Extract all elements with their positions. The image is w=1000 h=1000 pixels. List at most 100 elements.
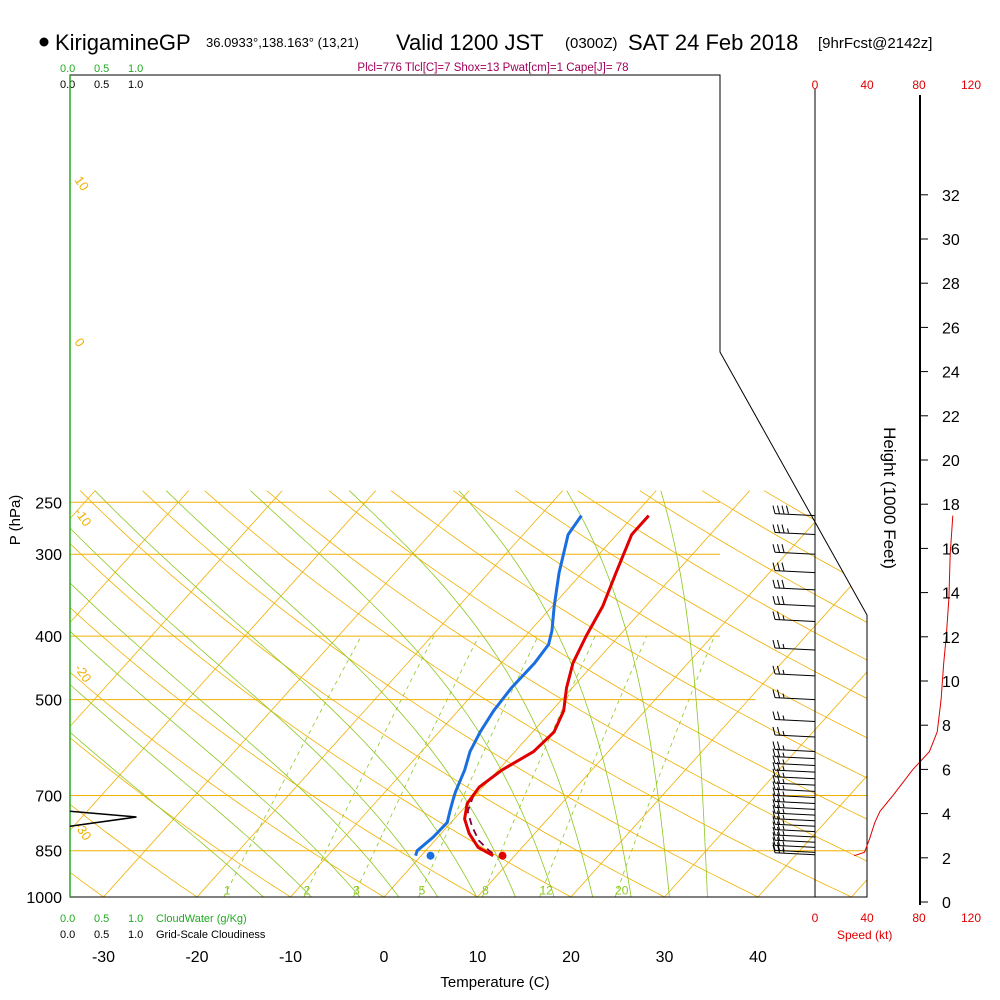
wind-barb: [772, 804, 816, 816]
wind-barb: [772, 816, 816, 827]
wind-barb: [772, 579, 816, 591]
svg-text:0.5: 0.5: [94, 63, 109, 75]
wind-barb: [772, 844, 816, 856]
dry-adiabat-line: [266, 490, 867, 897]
isotherm-line: [277, 490, 657, 897]
sounding-profiles: [414, 514, 650, 860]
theta-e-label: 10: [739, 366, 766, 393]
y-axis-title: P (hPa): [7, 495, 24, 546]
moist-adiabat-line: [94, 490, 485, 897]
wind-barb: [772, 762, 816, 773]
temperature-tick-label: 30: [656, 949, 674, 966]
speed-tick-label-bottom: 120: [961, 911, 981, 925]
pressure-tick-label: 400: [35, 629, 62, 646]
height-tick-label: 4: [942, 807, 951, 824]
dry-adiabat-line: [390, 490, 867, 897]
cloudiness-line: [69, 810, 137, 828]
cloud-water-label: CloudWater (g/Kg): [156, 913, 247, 925]
moist-adiabat-line: [250, 490, 559, 897]
wind-barb: [772, 639, 816, 651]
moist-adiabat-line: [70, 490, 410, 897]
mixing-ratio-label: 1: [224, 884, 231, 898]
wind-barb: [772, 787, 816, 798]
wind-speed-line: [853, 515, 954, 857]
wind-barb: [772, 832, 816, 843]
height-tick-label: 22: [942, 409, 960, 426]
cloud-scale-top-black: 0.0 0.5 1.0: [60, 79, 143, 91]
zulu-time: (0300Z): [565, 35, 618, 52]
theta-label: -10: [72, 505, 95, 529]
stability-indices: Plcl=776 Tlcl[C]=7 Shox=13 Pwat[cm]=1 Ca…: [357, 62, 628, 74]
forecast-info: [9hrFcst@2142z]: [818, 35, 932, 52]
dry-adiabat-line: [515, 490, 867, 897]
station-marker-icon: [39, 37, 49, 47]
wind-barb: [772, 826, 816, 838]
svg-text:1.0: 1.0: [128, 79, 143, 91]
moist-adiabat-line: [660, 490, 709, 897]
mixing-ratio-line: [352, 635, 480, 897]
moist-adiabat-line: [566, 490, 672, 897]
wind-barb: [772, 810, 816, 822]
dry-adiabat-line: [70, 490, 598, 897]
mixing-ratio-label: 12: [539, 884, 553, 898]
wind-barb: [772, 799, 816, 810]
theta-label: 0: [72, 335, 88, 350]
wind-barb: [772, 726, 816, 738]
theta-e-label: 20: [785, 451, 812, 478]
dry-adiabat-line: [70, 490, 313, 897]
mixing-ratio-line: [481, 635, 596, 897]
speed-tick-label-bottom: 0: [812, 911, 819, 925]
isotherm-line: [745, 490, 867, 897]
dry-adiabat-line: [70, 490, 219, 897]
dry-adiabat-line: [453, 490, 867, 897]
moist-adiabat-line: [70, 490, 279, 897]
height-tick-label: 2: [942, 851, 951, 868]
moist-adiabat-line: [70, 490, 372, 897]
svg-text:1.0: 1.0: [128, 913, 143, 925]
dry-adiabat-line: [577, 490, 867, 897]
isotherm-line: [0, 491, 2, 911]
wind-barb: [772, 562, 816, 574]
isotherm-line: [651, 490, 867, 897]
mixing-ratio-label: 3: [353, 884, 360, 898]
moist-adiabat-line: [70, 490, 325, 897]
mixing-ratio-label: 2: [304, 884, 311, 898]
temperature-tick-label: -20: [185, 949, 208, 966]
moist-adiabat-line: [458, 490, 634, 897]
wind-barb: [772, 748, 816, 760]
speed-tick-label-top: 0: [812, 78, 819, 92]
isotherm-line: [90, 490, 470, 897]
mixing-ratio-line: [418, 635, 539, 897]
height-axis-title: Height (1000 Feet): [880, 427, 899, 569]
wind-barb: [772, 837, 816, 848]
wind-barb: [772, 595, 816, 607]
valid-time: Valid 1200 JST: [396, 30, 544, 55]
plot-frame: [69, 74, 868, 898]
dry-adiabat-line: [70, 490, 503, 897]
dry-adiabat-line: [328, 490, 867, 897]
wind-barbs: [772, 505, 816, 856]
wind-barb: [772, 665, 816, 677]
temperature-tick-label: 0: [380, 949, 389, 966]
svg-text:0.0: 0.0: [60, 79, 75, 91]
isotherm-line: [70, 490, 189, 897]
wind-barb: [772, 821, 816, 833]
station-name: KirigamineGP: [55, 30, 191, 55]
svg-text:0.5: 0.5: [94, 929, 109, 941]
wind-barb: [772, 524, 816, 536]
svg-text:0.5: 0.5: [94, 913, 109, 925]
wind-barb: [772, 842, 816, 853]
isotherm-line: [371, 490, 750, 897]
theta-label: -20: [72, 661, 95, 685]
isotherm-line: [464, 490, 844, 897]
svg-text:1.0: 1.0: [128, 929, 143, 941]
dewpoint-profile-line: [414, 514, 583, 857]
height-tick-label: 26: [942, 320, 960, 337]
dry-adiabat-line: [70, 490, 408, 897]
axes: 250 300 400 500 700 850 1000 -30 -20 -10 0 10 20 30 40: [26, 495, 767, 966]
wind-barb: [772, 505, 816, 517]
